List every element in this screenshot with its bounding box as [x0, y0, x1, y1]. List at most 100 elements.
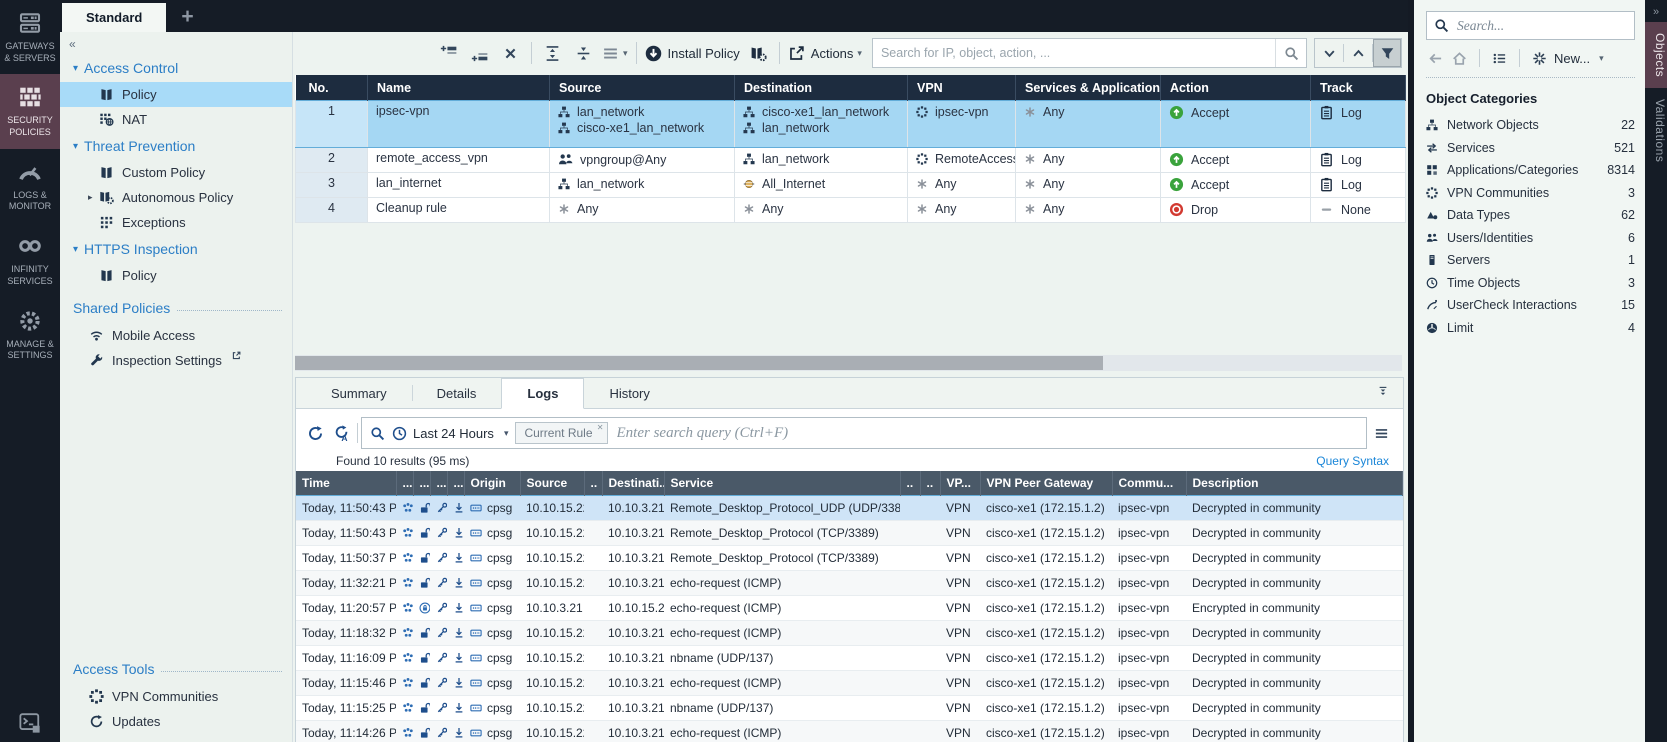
column-header-track[interactable]: Track: [1310, 75, 1406, 101]
previous-match-button[interactable]: [1344, 39, 1372, 67]
nav-item-vpn-communities[interactable]: VPN Communities: [60, 684, 292, 709]
category-limit[interactable]: Limit 4: [1426, 317, 1635, 340]
log-column-action[interactable]: ...: [413, 471, 431, 496]
nav-section-threat-prevention[interactable]: ▾ Threat Prevention: [73, 138, 196, 154]
rail-item-security-policies[interactable]: SECURITY POLICIES: [0, 74, 60, 149]
destination-object[interactable]: cisco-xe1_lan_network: [743, 104, 899, 120]
category-services[interactable]: Services 521: [1426, 137, 1635, 160]
log-row[interactable]: Today, 11:16:09 PM cpsg 10.10.15.22 10.1…: [296, 645, 1403, 671]
expand-rows-button[interactable]: [537, 40, 568, 66]
scrollbar-thumb[interactable]: [295, 356, 1104, 370]
log-row[interactable]: Today, 11:50:43 PM cpsg 10.10.15.22 10.1…: [296, 495, 1403, 521]
category-usercheck[interactable]: UserCheck Interactions 15: [1426, 294, 1635, 317]
nav-item-updates[interactable]: Updates: [60, 709, 292, 734]
action-cell[interactable]: Accept: [1169, 104, 1302, 121]
nav-item-inspection-settings[interactable]: Inspection Settings: [60, 348, 292, 373]
log-row[interactable]: Today, 11:32:21 PM cpsg 10.10.15.22 10.1…: [296, 570, 1403, 596]
category-users-identities[interactable]: Users/Identities 6: [1426, 227, 1635, 250]
log-query-input[interactable]: [614, 423, 1358, 443]
service-object[interactable]: Any: [1024, 151, 1152, 167]
view-options-button[interactable]: ▾: [599, 40, 631, 66]
destination-object[interactable]: lan_network: [743, 120, 899, 136]
vpn-object[interactable]: RemoteAccess: [916, 151, 1015, 167]
log-row[interactable]: Today, 11:20:57 PM cpsg 10.10.3.21 10.10…: [296, 595, 1403, 621]
action-cell[interactable]: Accept: [1169, 176, 1302, 193]
vpn-object[interactable]: Any: [916, 201, 1007, 217]
next-match-button[interactable]: [1315, 39, 1343, 67]
tab-summary[interactable]: Summary: [331, 385, 387, 401]
side-tab-objects[interactable]: Objects: [1645, 22, 1667, 89]
column-header-vpn[interactable]: VPN: [907, 75, 1016, 101]
category-network-objects[interactable]: Network Objects 22: [1426, 114, 1635, 137]
horizontal-scrollbar[interactable]: [295, 355, 1402, 371]
nav-item-autonomous-policy[interactable]: ▸ Autonomous Policy: [88, 190, 234, 205]
log-column-time[interactable]: Time: [296, 471, 397, 496]
add-rule-below-button[interactable]: [464, 40, 495, 66]
rail-item-infinity-services[interactable]: INFINITY SERVICES: [0, 223, 60, 297]
category-time-objects[interactable]: Time Objects 3: [1426, 272, 1635, 295]
column-header-services[interactable]: Services & Applications: [1015, 75, 1161, 101]
action-cell[interactable]: Drop: [1169, 201, 1302, 218]
policy-rule-row[interactable]: 3 lan_internet lan_network All_Internet …: [295, 172, 1406, 198]
log-column-sourceport[interactable]: ..: [584, 471, 603, 496]
action-cell[interactable]: Accept: [1169, 151, 1302, 168]
column-header-name[interactable]: Name: [367, 75, 550, 101]
collapse-nav-icon[interactable]: «: [69, 37, 76, 51]
log-row[interactable]: Today, 11:15:25 PM cpsg 10.10.15.22 10.1…: [296, 695, 1403, 721]
nav-item-mobile-access[interactable]: Mobile Access: [60, 323, 292, 348]
log-column-source[interactable]: Source: [520, 471, 585, 496]
log-column-type[interactable]: ...: [430, 471, 448, 496]
column-header-no[interactable]: No.: [295, 75, 368, 101]
column-header-source[interactable]: Source: [549, 75, 735, 101]
new-object-button[interactable]: New... ▾: [1532, 51, 1604, 66]
log-column-vpn[interactable]: VP...: [940, 471, 981, 496]
new-tab-button[interactable]: +: [181, 5, 194, 28]
expand-panel-icon[interactable]: »: [1652, 6, 1660, 18]
source-object[interactable]: lan_network: [558, 104, 726, 120]
tab-logs[interactable]: Logs: [501, 378, 585, 409]
nav-item-access-policy[interactable]: Policy: [60, 82, 292, 107]
collapse-panel-icon[interactable]: [1377, 385, 1389, 397]
log-column-blade[interactable]: ...: [396, 471, 414, 496]
log-column-extra1[interactable]: ..: [900, 471, 921, 496]
category-vpn-communities[interactable]: VPN Communities 3: [1426, 182, 1635, 205]
column-header-action[interactable]: Action: [1160, 75, 1311, 101]
expander-right-icon[interactable]: ▸: [88, 192, 93, 202]
rail-item-manage-settings[interactable]: MANAGE & SETTINGS: [0, 298, 60, 372]
vpn-object[interactable]: ipsec-vpn: [916, 104, 1007, 120]
rail-item-logs-monitor[interactable]: LOGS & MONITOR: [0, 149, 60, 223]
installation-targets-button[interactable]: [743, 40, 774, 66]
filter-toggle-button[interactable]: [1373, 39, 1401, 67]
refresh-icon[interactable]: [302, 420, 328, 446]
log-row[interactable]: Today, 11:18:32 PM cpsg 10.10.15.22 10.1…: [296, 620, 1403, 646]
side-tab-validations[interactable]: Validations: [1653, 99, 1667, 163]
object-search-input[interactable]: [1455, 16, 1627, 35]
log-column-direction[interactable]: ...: [447, 471, 465, 496]
auto-refresh-icon[interactable]: [328, 420, 354, 446]
destination-object[interactable]: Any: [743, 201, 899, 217]
log-options-menu-icon[interactable]: [1367, 426, 1395, 441]
install-policy-button[interactable]: Install Policy: [642, 40, 743, 66]
nav-item-exceptions[interactable]: Exceptions: [60, 210, 292, 235]
nav-item-https-policy[interactable]: Policy: [60, 263, 292, 288]
service-object[interactable]: Any: [1024, 201, 1152, 217]
log-column-origin[interactable]: Origin: [464, 471, 521, 496]
log-column-description[interactable]: Description: [1186, 471, 1403, 496]
log-row[interactable]: Today, 11:50:37 PM cpsg 10.10.15.22 10.1…: [296, 545, 1403, 571]
nav-section-access-tools[interactable]: Access Tools: [60, 649, 292, 684]
log-row[interactable]: Today, 11:50:43 PM cpsg 10.10.15.22 10.1…: [296, 520, 1403, 546]
home-icon[interactable]: [1452, 51, 1467, 66]
log-column-destination[interactable]: Destinati...: [602, 471, 665, 496]
nav-item-nat[interactable]: NAT: [60, 107, 292, 132]
nav-section-access-control[interactable]: ▾ Access Control: [73, 60, 179, 76]
query-syntax-link[interactable]: Query Syntax: [1316, 454, 1389, 468]
log-column-extra2[interactable]: ..: [920, 471, 941, 496]
log-row[interactable]: Today, 11:15:46 PM cpsg 10.10.15.22 10.1…: [296, 670, 1403, 696]
category-applications[interactable]: Applications/Categories 8314: [1426, 159, 1635, 182]
category-servers[interactable]: Servers 1: [1426, 249, 1635, 272]
remove-filter-icon[interactable]: ✕: [596, 423, 604, 432]
nav-section-shared-policies[interactable]: Shared Policies: [60, 288, 292, 323]
tab-details[interactable]: Details: [411, 378, 502, 408]
log-column-peer-gateway[interactable]: VPN Peer Gateway: [980, 471, 1113, 496]
category-data-types[interactable]: Data Types 62: [1426, 204, 1635, 227]
